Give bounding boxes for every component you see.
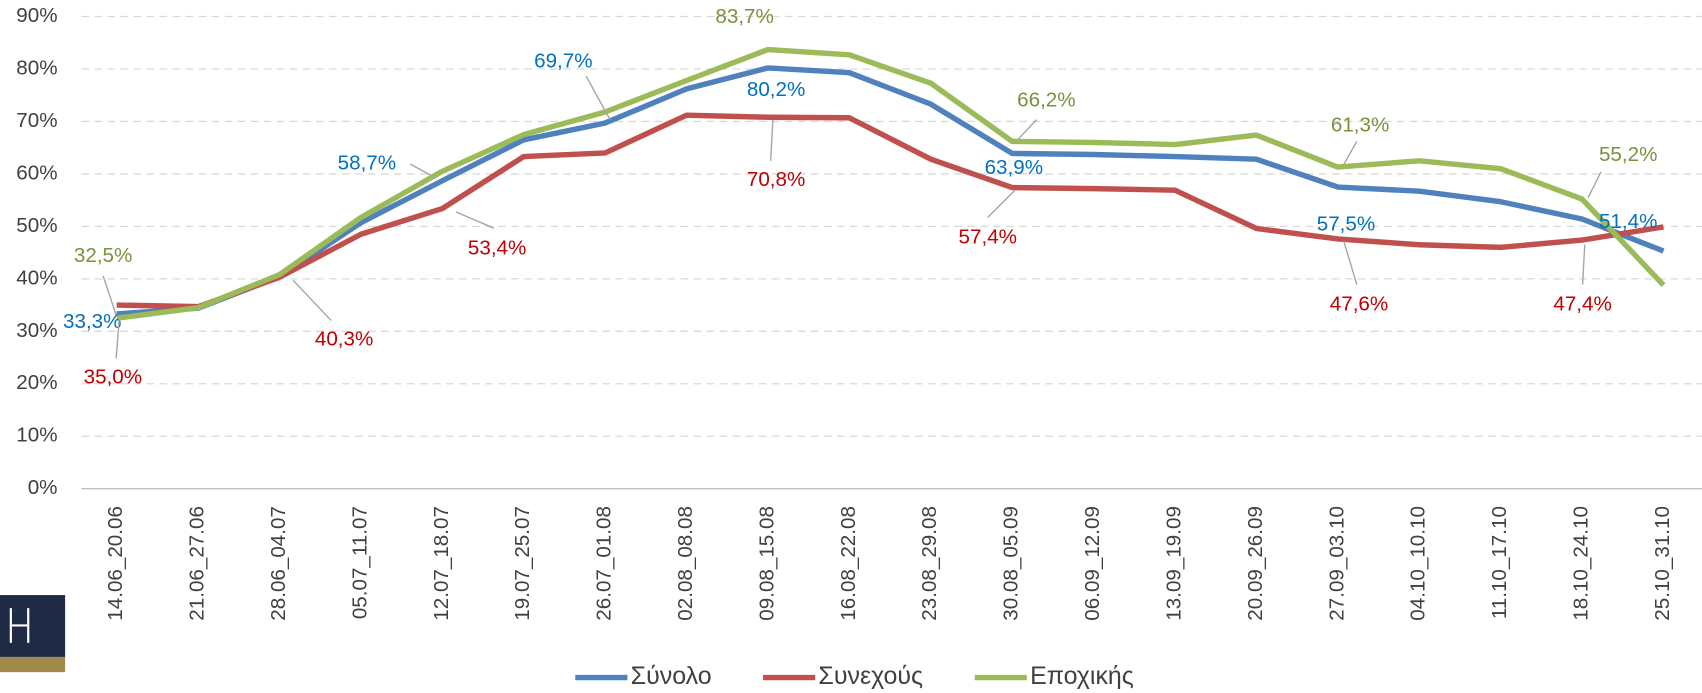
x-tick-label: 04.10_10.10 bbox=[1407, 506, 1430, 621]
line bbox=[116, 65, 1665, 317]
data-label: 35,0% bbox=[84, 365, 142, 388]
data-label: 57,4% bbox=[959, 225, 1017, 248]
data-label: 33,3% bbox=[63, 310, 121, 333]
x-tick-label: 30.08_05.09 bbox=[1000, 506, 1023, 621]
x-tick-label: 21.06_27.06 bbox=[186, 506, 209, 621]
leader-line bbox=[1017, 119, 1038, 140]
y-tick-label: 10% bbox=[16, 424, 57, 447]
x-tick-label: 20.09_26.09 bbox=[1244, 506, 1267, 621]
legend-label: Εποχικής bbox=[1030, 662, 1134, 690]
data-label: 66,2% bbox=[1017, 89, 1075, 112]
line bbox=[116, 112, 1664, 310]
x-tick-label: 02.08_08.08 bbox=[674, 506, 697, 621]
x-tick-label: 19.07_25.07 bbox=[511, 506, 534, 621]
y-tick-label: 40% bbox=[16, 266, 57, 289]
leader-line bbox=[292, 279, 332, 321]
leader-line bbox=[1587, 171, 1602, 199]
data-label: 57,5% bbox=[1317, 212, 1375, 235]
x-tick-label: 06.09_12.09 bbox=[1081, 506, 1104, 621]
data-label: 70,8% bbox=[747, 168, 805, 191]
leader-line bbox=[115, 317, 121, 359]
leader-line bbox=[1342, 141, 1358, 167]
data-label: 53,4% bbox=[468, 236, 526, 259]
leader-line bbox=[409, 163, 437, 179]
logo bbox=[0, 595, 66, 673]
x-tick-label: 28.06_04.07 bbox=[267, 506, 290, 621]
y-tick-label: 50% bbox=[16, 214, 57, 237]
legend-label: Συνεχούς bbox=[818, 662, 923, 690]
x-tick-label: 27.09_03.10 bbox=[1325, 506, 1348, 621]
data-label: 47,6% bbox=[1330, 293, 1388, 316]
y-tick-label: 60% bbox=[16, 161, 57, 184]
x-tick-label: 16.08_22.08 bbox=[837, 506, 860, 621]
y-tick-label: 80% bbox=[16, 56, 57, 79]
logo-mark bbox=[9, 608, 30, 643]
x-tick-label: 25.10_31.10 bbox=[1651, 506, 1674, 621]
y-tick-label: 20% bbox=[16, 371, 57, 394]
data-label: 61,3% bbox=[1331, 114, 1389, 137]
x-tick-label: 12.07_18.07 bbox=[430, 506, 453, 621]
x-tick-label: 26.07_01.08 bbox=[593, 506, 616, 621]
y-tick-label: 70% bbox=[16, 109, 57, 132]
x-tick-label: 11.10_17.10 bbox=[1488, 506, 1511, 619]
data-label: 55,2% bbox=[1599, 143, 1657, 166]
x-tick-label: 05.07_11.07 bbox=[348, 506, 371, 619]
y-tick-label: 90% bbox=[16, 4, 57, 27]
x-tick-label: 13.09_19.09 bbox=[1162, 506, 1185, 621]
data-label: 69,7% bbox=[534, 50, 592, 73]
data-label: 47,4% bbox=[1553, 293, 1611, 316]
line bbox=[116, 46, 1666, 321]
leader-line bbox=[1343, 241, 1358, 285]
leader-line bbox=[987, 189, 1016, 218]
data-label: 63,9% bbox=[985, 156, 1043, 179]
x-tick-label: 18.10_24.10 bbox=[1570, 506, 1593, 621]
data-label: 32,5% bbox=[74, 244, 132, 267]
logo-band bbox=[0, 656, 66, 673]
leader-line bbox=[1581, 244, 1586, 285]
data-label: 40,3% bbox=[315, 327, 373, 350]
x-tick-label: 14.06_20.06 bbox=[104, 506, 127, 621]
y-tick-label: 0% bbox=[28, 476, 58, 499]
leader-line bbox=[455, 211, 495, 229]
data-label: 80,2% bbox=[747, 78, 805, 101]
leader-line bbox=[769, 119, 774, 161]
x-tick-label: 09.08_15.08 bbox=[755, 506, 778, 621]
data-label: 58,7% bbox=[338, 152, 396, 175]
legend-label: Σύνολο bbox=[631, 662, 712, 690]
y-tick-label: 30% bbox=[16, 319, 57, 342]
leader-line bbox=[102, 275, 117, 316]
leader-line bbox=[585, 75, 611, 120]
x-tick-label: 23.08_29.08 bbox=[918, 506, 941, 621]
data-label: 83,7% bbox=[715, 5, 773, 28]
data-label: 51,4% bbox=[1599, 210, 1657, 233]
